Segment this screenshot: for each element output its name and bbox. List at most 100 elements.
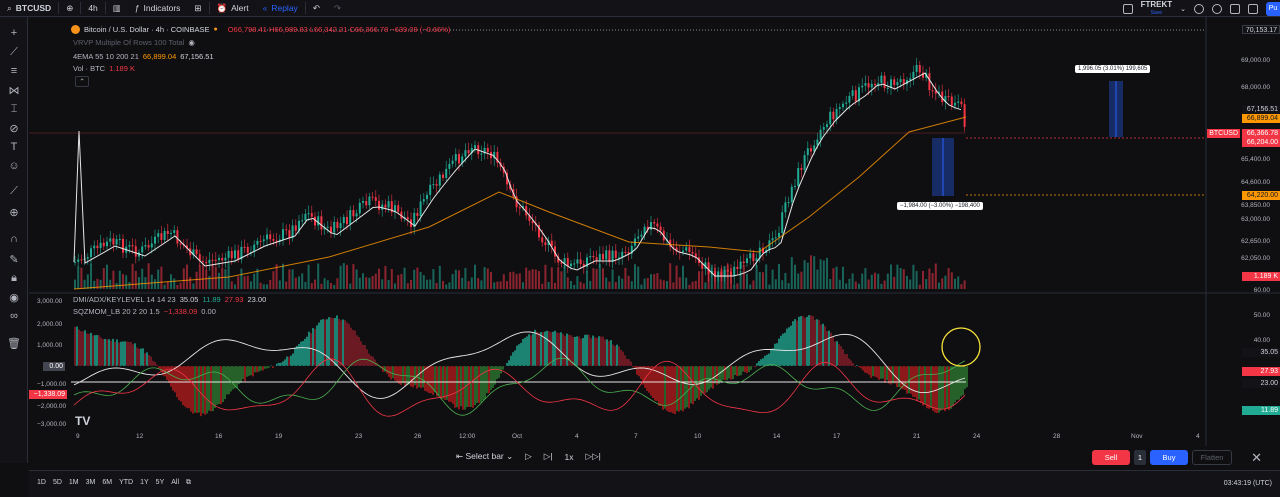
fullscreen-icon[interactable] (1230, 3, 1240, 14)
templates-button[interactable]: ⊞ (187, 0, 208, 17)
range-1d[interactable]: 1D (37, 479, 46, 486)
close-icon[interactable]: ✕ (1251, 450, 1262, 465)
layout-save[interactable]: FTREKT Save (1141, 0, 1173, 17)
chart-canvas[interactable] (29, 17, 1280, 446)
publish-button[interactable]: Pu (1266, 1, 1280, 16)
momentum-bar (264, 366, 266, 369)
buy-button[interactable]: Buy (1150, 450, 1188, 465)
save-status: Save (1150, 9, 1163, 16)
sell-button[interactable]: Sell (1092, 450, 1130, 465)
search-icon: ⌕ (7, 2, 12, 13)
settings-icon[interactable] (1212, 3, 1222, 14)
momentum-bar (790, 325, 792, 366)
momentum-bar (548, 331, 550, 366)
squeeze-dot (649, 365, 651, 367)
quantity-field[interactable]: 1 (1134, 450, 1146, 465)
volume-bar (467, 281, 470, 289)
alert-button[interactable]: ⏰ Alert (210, 0, 256, 17)
lock-icon[interactable]: 🔒︎ (11, 271, 17, 284)
collapse-legend-button[interactable]: ⌃ (75, 76, 90, 87)
utc-clock[interactable]: 03:43:19 (UTC) (1223, 480, 1272, 487)
squeeze-dot (857, 365, 859, 367)
squeeze-dot (773, 365, 775, 367)
range-6m[interactable]: 6M (102, 479, 113, 486)
alert-label: Alert (231, 3, 249, 13)
redo-button[interactable]: ↷ (327, 0, 348, 17)
momentum-bar (152, 360, 154, 366)
squeeze-dot (361, 365, 363, 367)
compare-button[interactable]: ⊕ (59, 0, 80, 17)
text-icon[interactable]: T (10, 141, 18, 153)
range-5d[interactable]: 5D (52, 479, 62, 486)
momentum-bar (784, 332, 786, 366)
indicators-button[interactable]: ƒ Indicators (128, 0, 188, 17)
brush-icon[interactable]: ⊘ (9, 122, 19, 135)
volume-bar (243, 276, 246, 289)
squeeze-dot (201, 365, 203, 367)
squeeze-dot (917, 365, 919, 367)
interval-button[interactable]: 4h (81, 0, 104, 17)
trendline-icon[interactable]: ⟋ (10, 45, 18, 58)
undo-button[interactable]: ↶ (306, 0, 327, 17)
link-icon[interactable]: ∞ (10, 310, 18, 322)
symbol-search[interactable]: ⌕ BTCUSD (0, 0, 58, 17)
emoji-icon[interactable]: ☺ (8, 160, 20, 172)
momentum-bar (776, 343, 778, 366)
range-1m[interactable]: 1M (68, 479, 79, 486)
volume-bar (922, 270, 924, 289)
volume-bar (397, 275, 400, 289)
select-bar-button[interactable]: ⇤ Select bar ⌄ (456, 451, 514, 461)
flatten-button[interactable]: Flatten (1192, 450, 1232, 465)
candle-body (147, 245, 150, 248)
range-3m[interactable]: 3M (85, 479, 96, 486)
momentum-bar (78, 329, 80, 366)
volume-bar (630, 281, 633, 289)
momentum-bar (734, 366, 736, 375)
momentum-bar (476, 366, 478, 403)
quick-search-icon[interactable] (1194, 3, 1204, 14)
zoom-icon[interactable]: ⊕ (9, 206, 19, 219)
momentum-bar (126, 341, 128, 366)
play-icon[interactable]: ▷ (525, 451, 532, 461)
magnet-icon[interactable]: ∩ (10, 233, 18, 245)
eye-icon[interactable]: ◉ (188, 38, 195, 47)
squeeze-dot (117, 365, 119, 367)
date-range-icon[interactable]: ⧉ (186, 479, 192, 486)
candle-body (275, 240, 278, 242)
range-1y[interactable]: 1Y (140, 479, 149, 486)
chevron-down-icon[interactable]: ⌄ (1180, 5, 1186, 13)
jump-to-realtime-icon[interactable]: ▷▷| (585, 451, 601, 461)
volume-bar (621, 278, 624, 289)
speed-button[interactable]: 1x (564, 451, 574, 462)
volume-bar (752, 280, 755, 289)
momentum-bar (106, 339, 108, 366)
crosshair-icon[interactable]: + (10, 27, 18, 39)
candle-body (99, 242, 102, 249)
candle-body (851, 90, 854, 96)
step-forward-icon[interactable]: ▷| (543, 451, 553, 461)
volume-bar (96, 278, 99, 289)
eye-icon[interactable]: ◉ (9, 291, 19, 304)
trash-icon[interactable]: 🗑︎ (7, 337, 21, 350)
momentum-bar (266, 366, 268, 369)
chart-area[interactable]: Bitcoin / U.S. Dollar · 4h · COINBASE ● … (29, 17, 1280, 446)
ruler-icon[interactable]: ⟋ (10, 184, 18, 197)
volume-bar (595, 268, 598, 289)
volume-bar (365, 277, 368, 289)
camera-icon[interactable] (1248, 3, 1258, 14)
range-ytd[interactable]: YTD (119, 479, 134, 486)
candle-body (179, 243, 182, 245)
candle-body (909, 78, 912, 81)
pattern-icon[interactable]: ⋈ (8, 84, 20, 97)
prediction-icon[interactable]: ⌶ (10, 102, 18, 115)
range-all[interactable]: All (171, 479, 180, 486)
divider (104, 2, 106, 14)
chart-type-button[interactable]: ▥ (106, 0, 128, 17)
replay-button[interactable]: « Replay (256, 0, 305, 17)
bottom-toolbar: 1D 5D 1M 3M 6M YTD 1Y 5Y All ⧉ 03:43:19 … (29, 470, 1280, 497)
lock-drawing-icon[interactable]: ✎ (9, 253, 19, 266)
volume-bar (390, 268, 393, 289)
layout-icon[interactable] (1122, 3, 1133, 14)
fib-icon[interactable]: ≡ (10, 65, 18, 77)
range-5y[interactable]: 5Y (155, 479, 165, 486)
